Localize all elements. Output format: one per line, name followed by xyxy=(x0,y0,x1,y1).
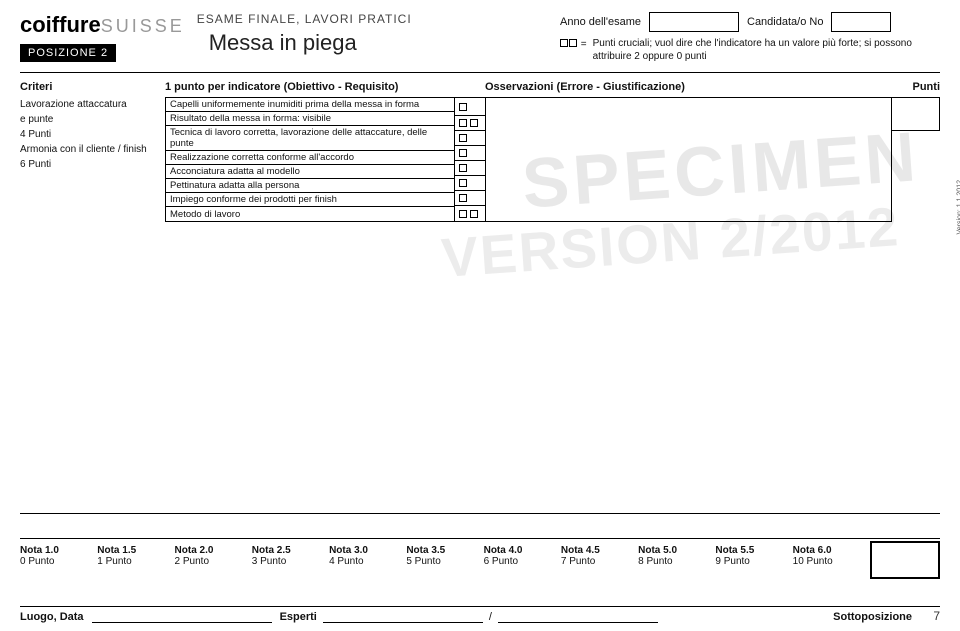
checkbox-cell[interactable] xyxy=(455,131,485,146)
nota-item: Nota 6.010 Punto xyxy=(793,545,856,579)
checkbox-cell[interactable] xyxy=(455,206,485,221)
top-fields: Anno dell'esame Candidata/o No = Punti c… xyxy=(560,12,940,63)
indicator-row: Risultato della messa in forma: visibile xyxy=(166,112,454,126)
indicator-row: Pettinatura adatta alla persona xyxy=(166,179,454,193)
indicator-row: Metodo di lavoro xyxy=(166,207,454,221)
col-oss: Osservazioni (Errore - Giustificazione) xyxy=(485,81,892,93)
punti-box[interactable] xyxy=(892,97,940,131)
nota-item: Nota 4.06 Punto xyxy=(484,545,547,579)
checkbox-cell[interactable] xyxy=(455,191,485,206)
nota-item: Nota 5.59 Punto xyxy=(715,545,778,579)
job-title: Messa in piega xyxy=(209,30,357,56)
criteri-line: e punte xyxy=(20,112,165,127)
checkbox-cell[interactable] xyxy=(455,146,485,161)
esperti-line-1[interactable] xyxy=(323,611,483,623)
checkbox-cell[interactable] xyxy=(455,176,485,191)
logo: coiffureSUISSE xyxy=(20,12,185,38)
observations-box[interactable] xyxy=(485,97,892,222)
checkbox-cell[interactable] xyxy=(455,98,485,116)
nota-item: Nota 1.00 Punto xyxy=(20,545,83,579)
slash: / xyxy=(489,611,492,623)
criteria-body: Lavorazione attaccatura e punte 4 Punti … xyxy=(20,97,940,222)
page-number: 7 xyxy=(933,609,940,623)
position-badge: POSIZIONE 2 xyxy=(20,44,116,62)
final-score-box[interactable] xyxy=(870,541,940,579)
indicator-row: Capelli uniformemente inumiditi prima de… xyxy=(166,98,454,112)
anno-input-box[interactable] xyxy=(649,12,739,32)
criteria-header-row: Criteri 1 punto per indicatore (Obiettiv… xyxy=(20,81,940,93)
col-obj: 1 punto per indicatore (Obiettivo - Requ… xyxy=(165,81,455,93)
indicator-row: Realizzazione corretta conforme all'acco… xyxy=(166,151,454,165)
criteri-line: Lavorazione attaccatura xyxy=(20,97,165,112)
divider-top xyxy=(20,72,940,73)
logo-part1: coiffure xyxy=(20,12,101,37)
luogo-line[interactable] xyxy=(92,611,272,623)
anno-label: Anno dell'esame xyxy=(560,16,641,28)
nota-item: Nota 3.04 Punto xyxy=(329,545,392,579)
nota-item: Nota 3.55 Punto xyxy=(406,545,469,579)
candidata-label: Candidata/o No xyxy=(747,16,823,28)
legend: = Punti cruciali; vuol dire che l'indica… xyxy=(560,38,940,63)
checkbox-column xyxy=(455,97,485,222)
version-note: Version: 1.1.2012 xyxy=(956,180,960,235)
esperti-line-2[interactable] xyxy=(498,611,658,623)
checkbox-cell[interactable] xyxy=(455,161,485,176)
criteri-line: Armonia con il cliente / finish xyxy=(20,142,165,157)
nota-item: Nota 4.57 Punto xyxy=(561,545,624,579)
criteri-line: 4 Punti xyxy=(20,127,165,142)
col-criteri: Criteri xyxy=(20,81,165,93)
footer: Luogo, Data Esperti / Sottoposizione 7 xyxy=(20,606,940,623)
indicator-row: Acconciatura adatta al modello xyxy=(166,165,454,179)
indicator-row: Tecnica di lavoro corretta, lavorazione … xyxy=(166,126,454,151)
checkbox-cell[interactable] xyxy=(455,116,485,131)
nota-item: Nota 2.53 Punto xyxy=(252,545,315,579)
sottoposizione-label: Sottoposizione xyxy=(833,611,912,623)
col-punti: Punti xyxy=(892,81,940,93)
logo-part2: SUISSE xyxy=(101,16,185,36)
legend-squares-icon: = xyxy=(560,39,587,50)
nota-item: Nota 5.08 Punto xyxy=(638,545,701,579)
criteri-left: Lavorazione attaccatura e punte 4 Punti … xyxy=(20,97,165,222)
luogo-label: Luogo, Data xyxy=(20,611,84,623)
esperti-label: Esperti xyxy=(280,611,317,623)
candidata-input-box[interactable] xyxy=(831,12,891,32)
criteri-line: 6 Punti xyxy=(20,157,165,172)
nota-item: Nota 1.51 Punto xyxy=(97,545,160,579)
nota-item: Nota 2.02 Punto xyxy=(175,545,238,579)
indicator-row: Impiego conforme dei prodotti per finish xyxy=(166,193,454,207)
indicator-table: Capelli uniformemente inumiditi prima de… xyxy=(165,97,455,222)
nota-row: Nota 1.00 Punto Nota 1.51 Punto Nota 2.0… xyxy=(20,538,940,579)
legend-text: Punti cruciali; vuol dire che l'indicato… xyxy=(593,38,940,63)
